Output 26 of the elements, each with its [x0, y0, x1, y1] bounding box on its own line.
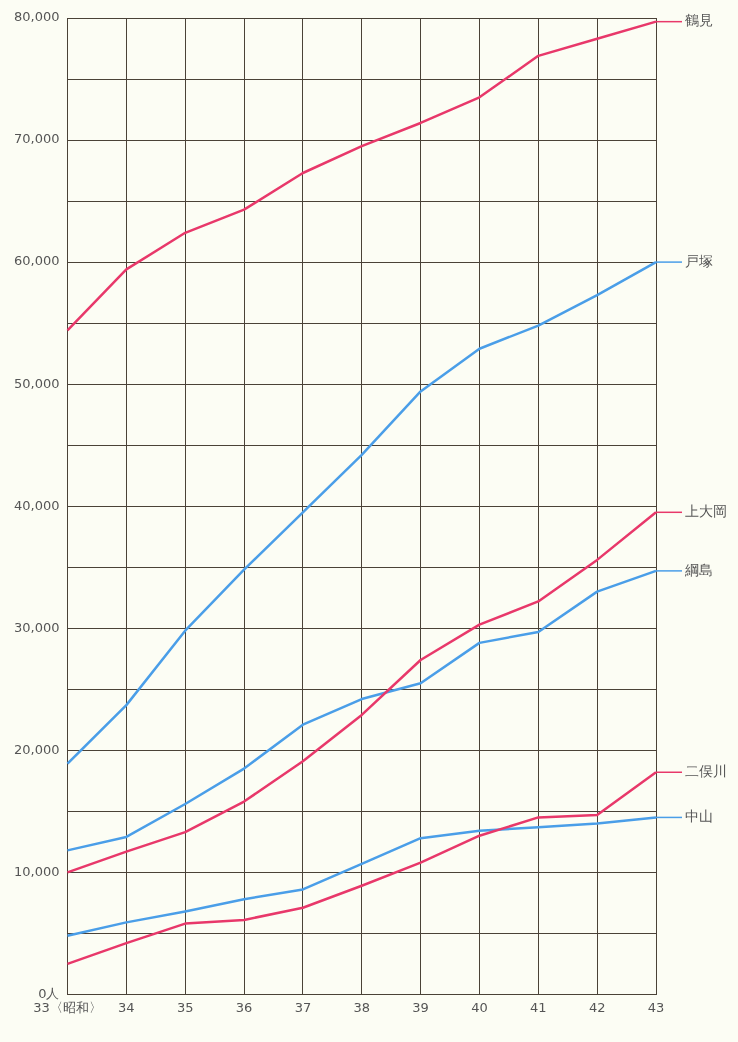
- x-tick-label: 36: [235, 999, 253, 1015]
- x-tick-label: 39: [412, 999, 429, 1015]
- y-tick-label: 80,000: [13, 9, 60, 25]
- y-tick-label: 50,000: [13, 375, 60, 391]
- y-tick-label: 40,000: [13, 497, 60, 513]
- x-tick-label: 35: [176, 999, 194, 1015]
- x-tick-label: 38: [353, 999, 371, 1015]
- legend-label: 上大岡: [685, 502, 727, 519]
- x-tick-label: 41: [530, 999, 547, 1015]
- x-tick-label: 33〈昭和〉: [33, 999, 102, 1015]
- legend-label: 中山: [685, 808, 713, 825]
- y-tick-label: 70,000: [13, 131, 60, 147]
- y-tick-label: 20,000: [13, 741, 60, 757]
- x-tick-label: 42: [588, 999, 606, 1015]
- x-tick-label: 40: [471, 999, 488, 1015]
- y-tick-label: 30,000: [13, 619, 60, 635]
- legend-label: 二俣川: [685, 762, 727, 779]
- y-tick-label: 10,000: [13, 863, 60, 879]
- legend-label: 戸塚: [685, 252, 713, 269]
- x-tick-label: 37: [294, 999, 312, 1015]
- x-tick-label: 43: [647, 999, 665, 1015]
- legend-label: 鶴見: [685, 12, 713, 29]
- y-tick-label: 60,000: [13, 253, 60, 269]
- y-tick-label: 0人: [38, 985, 60, 1001]
- x-tick-label: 34: [118, 999, 135, 1015]
- legend-label: 綱島: [684, 561, 713, 578]
